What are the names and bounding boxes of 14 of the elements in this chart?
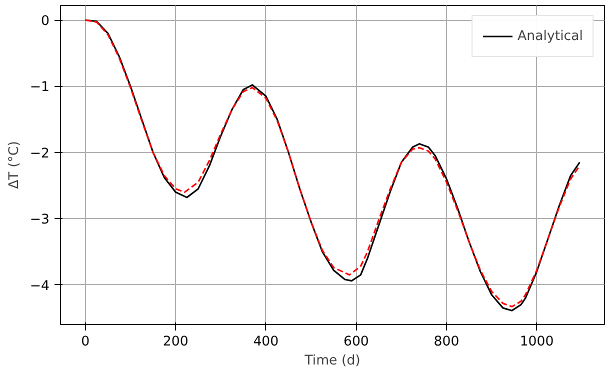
y-tick-label: −4 <box>30 278 50 294</box>
x-tick-label: 400 <box>253 334 279 350</box>
legend-label: Analytical <box>518 28 583 44</box>
x-tick-label: 600 <box>343 334 369 350</box>
y-tick-label: −2 <box>30 146 50 162</box>
x-tick-label: 1000 <box>520 334 554 350</box>
y-tick-label: −1 <box>30 80 50 96</box>
y-axis-title: ΔT (°C) <box>6 141 22 189</box>
x-tick-label: 200 <box>162 334 188 350</box>
x-tick-label: 0 <box>81 334 90 350</box>
x-axis-title: Time (d) <box>304 354 360 368</box>
y-tick-label: −3 <box>30 212 50 228</box>
x-tick-label: 800 <box>434 334 460 350</box>
y-tick-label: 0 <box>41 14 50 30</box>
